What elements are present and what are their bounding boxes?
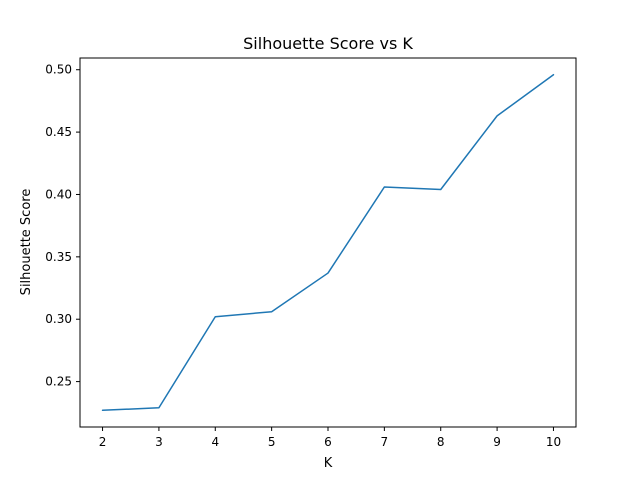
x-tick-label: 6 [324, 435, 332, 449]
y-tick-label: 0.35 [45, 250, 72, 264]
y-tick-label: 0.25 [45, 375, 72, 389]
x-tick-label: 9 [493, 435, 501, 449]
plot-frame [79, 57, 577, 428]
x-tick-label: 3 [155, 435, 163, 449]
x-tick-label: 10 [546, 435, 561, 449]
y-tick-label: 0.40 [45, 187, 72, 201]
y-tick-label: 0.50 [45, 63, 72, 77]
y-axis-label: Silhouette Score [19, 189, 34, 296]
x-tick-label: 2 [99, 435, 107, 449]
y-axis-ticks: 0.25 0.30 0.35 0.40 0.45 0.50 [45, 63, 80, 389]
plot-area [80, 58, 576, 427]
x-axis-ticks: 2 3 4 5 6 7 8 9 10 [99, 427, 561, 449]
x-tick-label: 7 [381, 435, 389, 449]
y-tick-label: 0.30 [45, 312, 72, 326]
series-line [101, 73, 555, 412]
y-tick-label: 0.45 [45, 125, 72, 139]
data-point [496, 115, 497, 116]
data-point [271, 311, 272, 312]
x-tick-label: 8 [437, 435, 445, 449]
x-tick-label: 5 [268, 435, 276, 449]
data-point [215, 316, 216, 317]
data-point [384, 186, 385, 187]
data-point [158, 407, 159, 408]
data-point [553, 74, 554, 75]
chart-title: Silhouette Score vs K [243, 34, 413, 53]
series-layer [101, 73, 555, 412]
x-axis-label: K [324, 456, 333, 471]
data-point [102, 410, 103, 411]
data-point [327, 272, 328, 273]
x-tick-label: 4 [211, 435, 219, 449]
data-point [440, 189, 441, 190]
